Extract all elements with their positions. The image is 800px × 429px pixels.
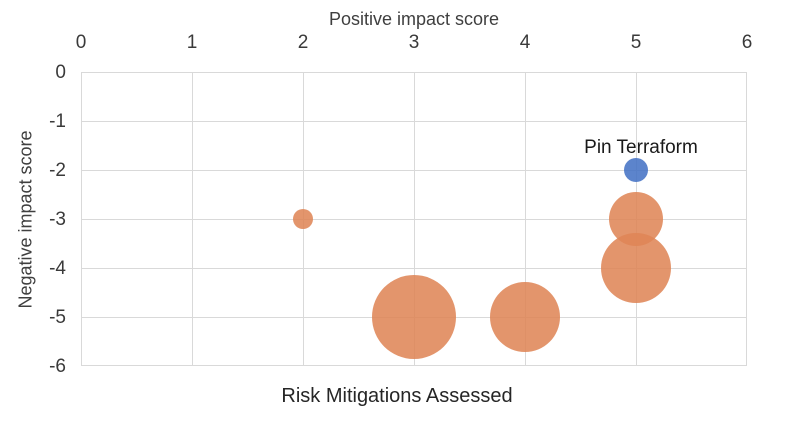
x-tick-label: 5 <box>630 32 642 53</box>
y-tick-label: -5 <box>49 307 66 328</box>
data-bubble-risks-orange <box>600 232 672 304</box>
y-tick-label: -1 <box>49 111 66 132</box>
y-tick-label: 0 <box>55 62 66 83</box>
data-bubble-pin-terraform-blue <box>623 157 649 183</box>
data-bubble-risks-orange <box>489 281 561 353</box>
data-point-label: Pin Terraform <box>584 136 698 158</box>
x-tick-label: 4 <box>519 32 531 53</box>
x-tick-label: 0 <box>75 32 87 53</box>
x-tick-label: 3 <box>408 32 420 53</box>
y-tick-label: -2 <box>49 160 66 181</box>
x-tick-label: 2 <box>297 32 309 53</box>
x-tick-label: 6 <box>741 32 753 53</box>
y-tick-label: -3 <box>49 209 66 230</box>
horizontal-gridline <box>82 170 746 171</box>
y-tick-label: -4 <box>49 258 66 279</box>
horizontal-gridline <box>82 219 746 220</box>
x-tick-label: 1 <box>186 32 198 53</box>
chart-title-bottom: Risk Mitigations Assessed <box>281 385 513 407</box>
x-axis-title-top: Positive impact score <box>328 9 500 29</box>
y-tick-label: -6 <box>49 356 66 377</box>
data-bubble-risks-orange <box>292 208 313 229</box>
data-bubble-risks-orange <box>371 274 457 360</box>
horizontal-gridline <box>82 268 746 269</box>
horizontal-gridline <box>82 121 746 122</box>
